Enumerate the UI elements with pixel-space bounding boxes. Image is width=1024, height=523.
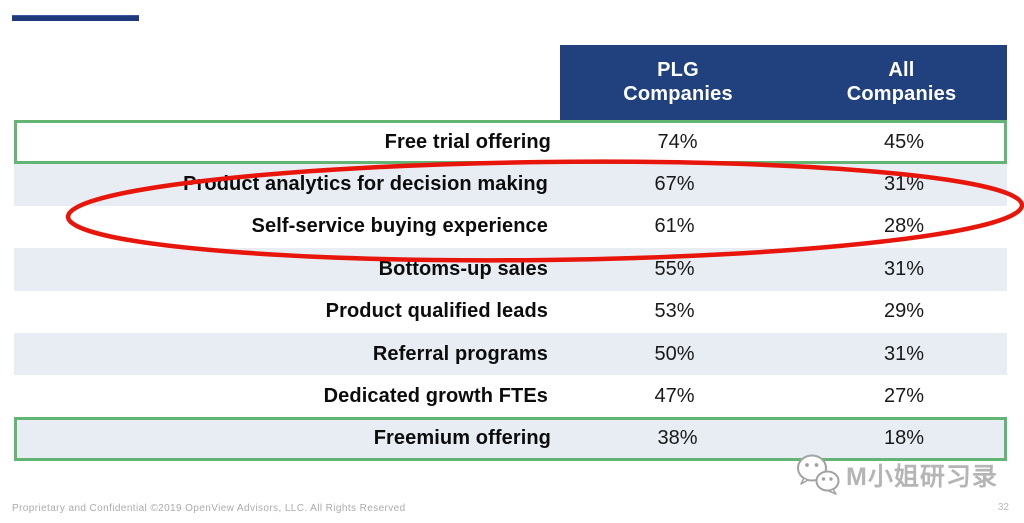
wechat-icon [797, 454, 840, 495]
watermark-text: M小姐研习录 [846, 463, 998, 491]
row-plg-value: 61% [654, 215, 695, 238]
row-label: Freemium offering [373, 427, 551, 450]
column-header-plg-companies: PLG Companies [623, 59, 733, 105]
row-plg-value: 55% [654, 257, 695, 280]
row-plg-value: 74% [657, 130, 698, 153]
table-row-free-trial-offering: Free trial offering 74% 45% [14, 120, 1007, 164]
table-header: PLG Companies All Companies [560, 45, 1007, 121]
row-label: Dedicated growth FTEs [323, 385, 548, 408]
row-plg-value: 50% [654, 342, 695, 365]
row-all-value: 31% [883, 257, 925, 280]
row-label: Referral programs [372, 342, 548, 365]
row-all-value: 31% [883, 342, 925, 365]
row-all-value: 31% [883, 173, 925, 196]
row-all-value: 45% [883, 130, 925, 153]
row-plg-value: 53% [654, 300, 695, 323]
footer-copyright: Proprietary and Confidential ©2019 OpenV… [12, 503, 406, 514]
table-row-dedicated-growth-ftes: Dedicated growth FTEs 47% 27% [14, 375, 1007, 418]
row-all-value: 27% [883, 385, 925, 408]
column-header-all-companies: All Companies [846, 59, 957, 105]
row-label: Self-service buying experience [251, 215, 548, 238]
table-row-bottoms-up-sales: Bottoms-up sales 55% 31% [14, 248, 1007, 291]
row-all-value: 18% [883, 427, 925, 450]
comparison-table: Free trial offering 74% 45% Product anal… [14, 120, 1007, 461]
table-row-product-analytics: Product analytics for decision making 67… [14, 163, 1007, 206]
row-plg-value: 67% [654, 173, 695, 196]
page-number: 32 [997, 502, 1009, 513]
table-row-referral-programs: Referral programs 50% 31% [14, 332, 1007, 376]
row-label: Product analytics for decision making [183, 173, 548, 196]
table-row-product-qualified-leads: Product qualified leads 53% 29% [14, 290, 1007, 333]
row-label: Bottoms-up sales [378, 257, 548, 280]
table-row-freemium-offering: Freemium offering 38% 18% [14, 416, 1007, 461]
row-label: Product qualified leads [325, 300, 548, 323]
row-all-value: 28% [883, 215, 925, 238]
title-accent-line [12, 15, 139, 21]
row-plg-value: 38% [657, 427, 698, 450]
watermark: M小姐研习录 [795, 453, 998, 497]
row-all-value: 29% [883, 300, 925, 323]
row-plg-value: 47% [654, 385, 695, 408]
table-row-self-service-buying: Self-service buying experience 61% 28% [14, 205, 1007, 249]
row-label: Free trial offering [384, 130, 551, 153]
